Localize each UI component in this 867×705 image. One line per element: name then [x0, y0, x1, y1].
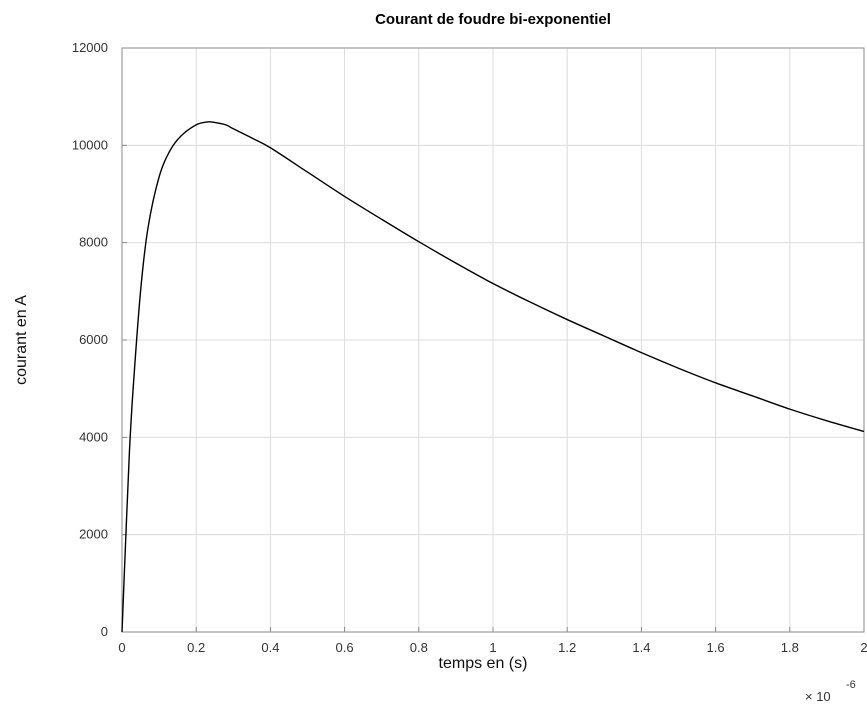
y-tick-label: 8000	[79, 235, 108, 250]
y-tick-label: 0	[101, 624, 108, 639]
y-tick-label: 10000	[72, 137, 108, 152]
x-tick-label: 0.4	[261, 640, 279, 655]
grid	[122, 48, 864, 632]
x-axis-label: temps en (s)	[439, 655, 528, 672]
y-tick-label: 4000	[79, 429, 108, 444]
series-line-current	[121, 121, 865, 633]
x-tick-label: 0	[118, 640, 125, 655]
x-tick-label: 0.6	[336, 640, 354, 655]
x-axis-multiplier: × 10	[805, 689, 831, 704]
x-tick-label: 1.8	[781, 640, 799, 655]
y-axis: 0 2000 4000 6000 8000 10000 12000	[72, 40, 127, 639]
x-axis-multiplier-exponent: -6	[846, 679, 856, 691]
chart-title: Courant de foudre bi-exponentiel	[375, 11, 611, 28]
x-axis: 0 0.2 0.4 0.6 0.8 1 1.2 1.4 1.6 1.8 2	[118, 627, 867, 655]
x-tick-label: 1.4	[632, 640, 650, 655]
x-tick-label: 0.2	[187, 640, 205, 655]
x-tick-label: 1.2	[558, 640, 576, 655]
y-tick-label: 12000	[72, 40, 108, 55]
y-tick-label: 2000	[79, 527, 108, 542]
y-axis-label: courant en A	[13, 295, 30, 385]
y-tick-label: 6000	[79, 332, 108, 347]
x-tick-label: 2	[860, 640, 867, 655]
x-tick-label: 1.6	[707, 640, 725, 655]
x-tick-label: 1	[489, 640, 496, 655]
x-tick-label: 0.8	[410, 640, 428, 655]
